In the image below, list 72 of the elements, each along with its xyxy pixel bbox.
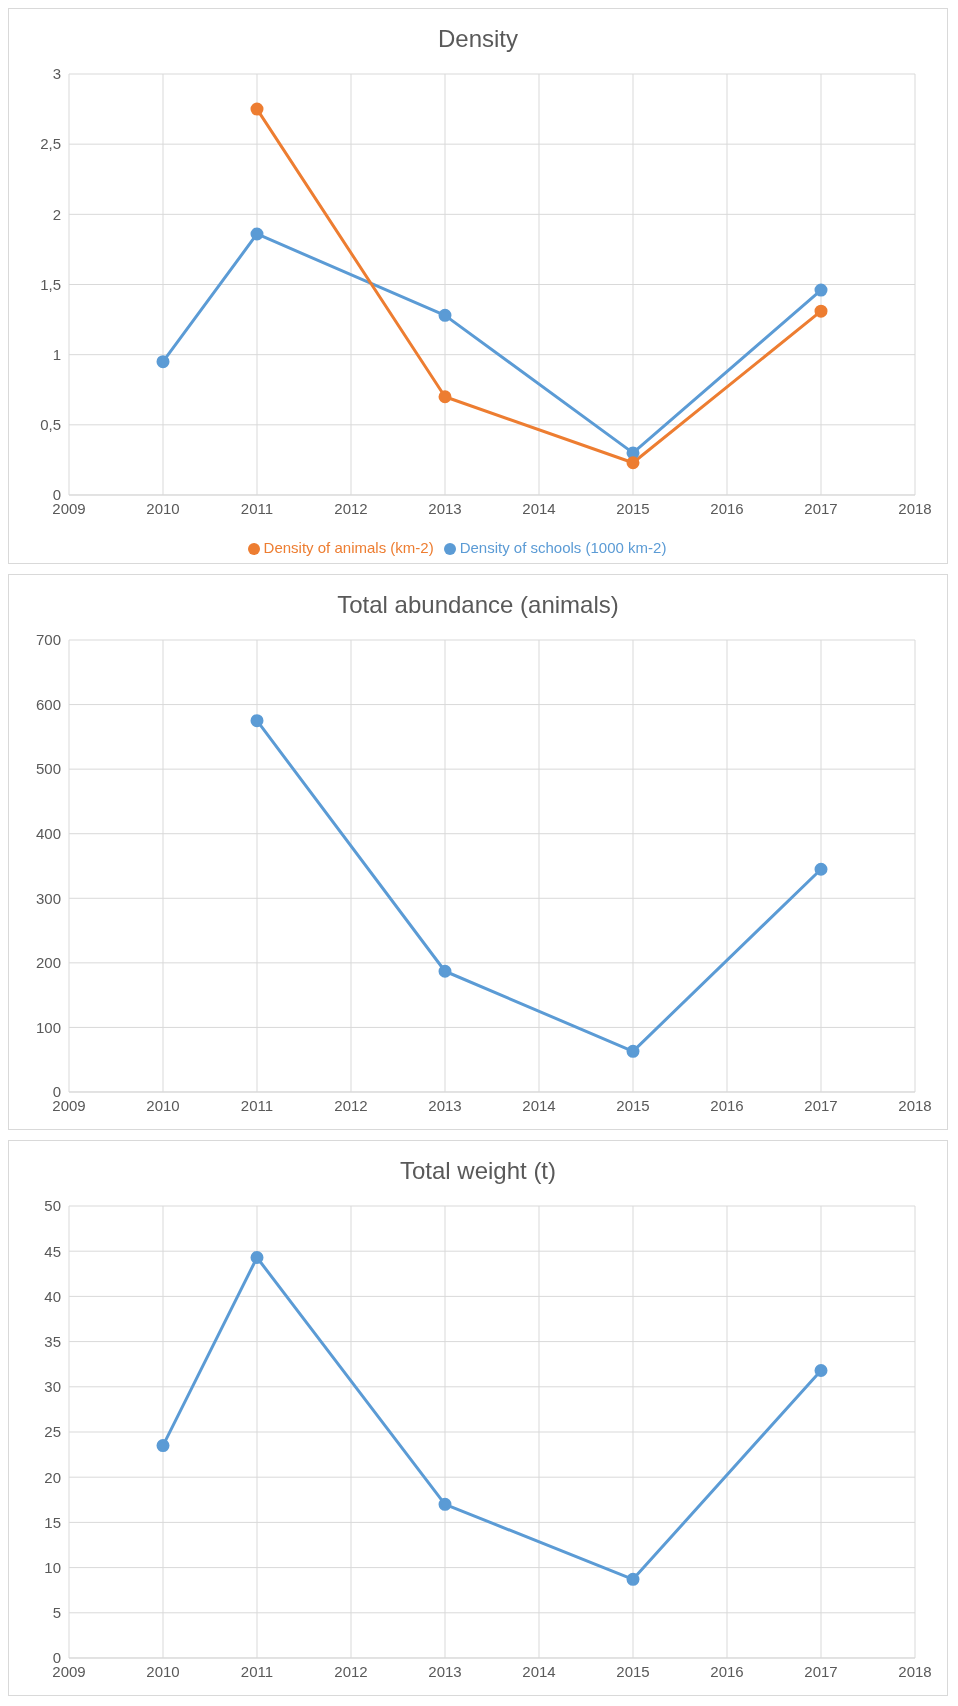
x-tick-label: 2016: [710, 1662, 744, 1680]
x-tick-label: 2013: [428, 1096, 462, 1114]
y-tick-label: 400: [35, 825, 61, 843]
y-tick-label: 300: [35, 889, 61, 907]
x-tick-label: 2017: [804, 1662, 838, 1680]
x-tick-label: 2018: [898, 499, 932, 517]
point: [626, 1044, 640, 1058]
x-tick-label: 2012: [334, 499, 368, 517]
x-tick-label: 2011: [240, 1096, 274, 1114]
y-tick-label: 10: [44, 1558, 61, 1576]
x-tick-label: 2011: [240, 499, 274, 517]
y-tick-label: 500: [35, 760, 61, 778]
x-tick-label: 2012: [334, 1096, 368, 1114]
legend-label: Density of animals (km-2): [263, 539, 434, 556]
point: [438, 1497, 452, 1511]
x-tick-label: 2018: [898, 1096, 932, 1114]
x-tick-label: 2011: [240, 1662, 274, 1680]
x-tick-label: 2015: [616, 1096, 650, 1114]
x-tick-label: 2018: [898, 1662, 932, 1680]
y-tick-label: 2,5: [40, 135, 61, 153]
point: [626, 456, 640, 470]
point: [814, 1364, 828, 1378]
x-tick-label: 2012: [334, 1662, 368, 1680]
chart-title: Density: [437, 25, 519, 52]
point: [438, 964, 452, 978]
x-tick-label: 2016: [710, 499, 744, 517]
y-tick-label: 1: [52, 345, 61, 363]
y-tick-label: 50: [44, 1197, 61, 1215]
y-tick-label: 45: [44, 1242, 61, 1260]
legend-label: Density of schools (1000 km-2): [459, 539, 667, 556]
chart-title: Total abundance (animals): [337, 591, 619, 618]
y-tick-label: 30: [44, 1378, 61, 1396]
point: [438, 390, 452, 404]
x-tick-label: 2017: [804, 1096, 838, 1114]
x-tick-label: 2013: [428, 1662, 462, 1680]
y-tick-label: 3: [52, 65, 61, 83]
x-tick-label: 2016: [710, 1096, 744, 1114]
y-tick-label: 20: [44, 1468, 61, 1486]
y-tick-label: 200: [35, 954, 61, 972]
point: [156, 355, 170, 369]
point: [250, 102, 264, 116]
x-tick-label: 2010: [146, 499, 180, 517]
x-tick-label: 2014: [522, 499, 556, 517]
x-tick-label: 2013: [428, 499, 462, 517]
x-tick-label: 2010: [146, 1096, 180, 1114]
y-tick-label: 1,5: [40, 275, 61, 293]
point: [156, 1439, 170, 1453]
y-tick-label: 600: [35, 695, 61, 713]
point: [814, 304, 828, 318]
x-tick-label: 2014: [522, 1662, 556, 1680]
chart-title: Total weight (t): [399, 1157, 557, 1184]
y-tick-label: 2: [52, 205, 61, 223]
x-tick-label: 2015: [616, 499, 650, 517]
y-tick-label: 100: [35, 1018, 61, 1036]
x-tick-label: 2014: [522, 1096, 556, 1114]
y-tick-label: 35: [44, 1332, 61, 1350]
y-tick-label: 25: [44, 1423, 61, 1441]
point: [438, 308, 452, 322]
y-tick-label: 40: [44, 1287, 61, 1305]
y-tick-label: 5: [52, 1604, 61, 1622]
y-tick-label: 0,5: [40, 416, 61, 434]
point: [250, 1251, 264, 1265]
x-tick-label: 2015: [616, 1662, 650, 1680]
point: [814, 862, 828, 876]
point: [814, 283, 828, 297]
point: [250, 714, 264, 728]
y-tick-label: 15: [44, 1513, 61, 1531]
x-tick-label: 2010: [146, 1662, 180, 1680]
x-tick-label: 2017: [804, 499, 838, 517]
point: [626, 1572, 640, 1586]
y-tick-label: 700: [35, 631, 61, 649]
point: [250, 227, 264, 241]
